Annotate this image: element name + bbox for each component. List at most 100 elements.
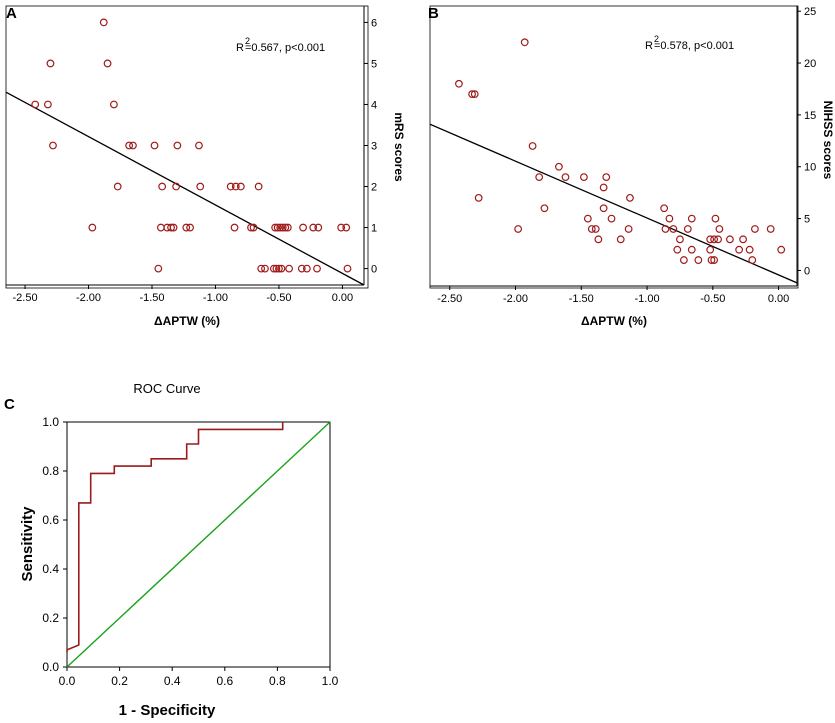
panel-b-y-tick-label: 0 [804, 265, 810, 277]
panel-b-data-point [735, 245, 744, 254]
panel-b-y-axis-title: NIHSS scores [821, 101, 835, 180]
panel-a-data-point [261, 264, 269, 273]
panel-b-data-point [751, 225, 759, 233]
panel-a-regression-line [5, 91, 365, 286]
roc-y-axis-title: Sensitivity [19, 506, 36, 582]
panel-a-data-point [247, 223, 255, 232]
panel-a-data-point [285, 264, 293, 273]
panel-a-y-axis-title: mRS scores [392, 112, 406, 182]
panel-b-x-tick-label: -2.50 [437, 293, 462, 305]
panel-b-data-point [583, 214, 592, 223]
panel-a-data-point [257, 264, 266, 273]
panel-b-x-tick-label: -0.50 [700, 293, 725, 305]
panel-a-data-point [43, 100, 52, 109]
panel-b-data-point [710, 235, 719, 244]
panel-a: A -2.50 -2.00 -1.50 -1.00 -0.50 0.00 0 1 2 3 4 5 6 R… [5, 5, 406, 328]
roc-y-tick-label: 0.8 [42, 464, 59, 478]
panel-b-data-point [676, 235, 684, 244]
panel-a-data-point [302, 264, 311, 273]
panel-a-data-point [337, 223, 346, 232]
panel-b-data-point [665, 214, 674, 223]
panel-b-data-point [739, 235, 747, 244]
panel-a-y-tick-label: 2 [371, 182, 377, 194]
panel-a-frame [5, 5, 369, 289]
panel-b-letter: B [428, 5, 439, 22]
panel-a-data-point [313, 264, 321, 273]
panel-b-data-point [455, 79, 463, 88]
panel-b-data-point [726, 235, 734, 244]
panel-b-data-point [745, 245, 754, 254]
panel-a-x-tick-label: -2.50 [13, 292, 38, 304]
panel-b-regression-line [429, 123, 798, 284]
panel-c-letter: C [4, 396, 15, 413]
panel-a-data-point [226, 182, 235, 191]
panel-b-data-point [679, 256, 688, 264]
roc-y-tick-label: 0.6 [42, 513, 59, 527]
panel-b-x-tick-label: 0.00 [768, 293, 789, 305]
roc-curve [66, 422, 284, 653]
panel-b: B -2.50 -2.00 -1.50 -1.00 -0.50 0.00 0 5 10 15 20 2… [428, 5, 835, 328]
roc-x-tick-label: 1.0 [322, 674, 339, 688]
panel-b-data-point [607, 214, 616, 223]
panel-a-data-point [158, 182, 167, 191]
roc-x-tick-label: 0.0 [59, 674, 76, 688]
panel-a-y-tick-label: 4 [371, 99, 377, 111]
panel-a-data-point [173, 141, 182, 150]
panel-b-data-point [660, 204, 669, 213]
roc-y-tick-label: 1.0 [42, 415, 59, 429]
panel-a-data-point [254, 182, 263, 191]
panel-a-x-tick-label: -0.50 [266, 292, 291, 304]
panel-a-data-point [169, 223, 178, 232]
panel-b-data-point [599, 183, 608, 192]
panel-b-y-tick-label: 10 [804, 162, 816, 174]
panel-a-data-point [110, 100, 118, 109]
panel-b-data-point [594, 235, 603, 244]
panel-a-data-point [150, 141, 159, 150]
panel-b-data-point [602, 173, 611, 182]
panel-a-data-point [271, 223, 280, 232]
roc-reference-line [66, 421, 331, 668]
panel-b-data-point [474, 193, 483, 202]
panel-b-data-point [528, 142, 537, 150]
panel-a-data-point [88, 223, 97, 232]
roc-x-tick-label: 0.2 [111, 674, 128, 688]
panel-b-y-tick-label: 25 [804, 6, 816, 18]
panel-b-data-point [714, 235, 722, 244]
panel-b-data-point [710, 256, 719, 264]
roc-x-tick-label: 0.8 [269, 674, 286, 688]
panel-a-y-tick-label: 0 [371, 264, 377, 276]
roc-y-tick-label: 0.0 [42, 660, 59, 674]
panel-a-y-tick-label: 5 [371, 58, 377, 70]
panel-b-data-point [687, 214, 696, 223]
panel-a-data-point [156, 223, 165, 232]
panel-a-data-point [342, 223, 351, 232]
panel-a-data-point [309, 223, 318, 232]
panel-a-x-tick-label: 0.00 [332, 292, 353, 304]
roc-x-axis-title: 1 - Specificity [119, 702, 216, 719]
panel-a-x-tick-label: -1.00 [203, 292, 228, 304]
panel-b-x-tick-label: -1.00 [635, 293, 660, 305]
panel-b-data-point [587, 225, 596, 233]
roc-x-tick-label: 0.4 [164, 674, 181, 688]
panel-a-data-point [182, 223, 191, 232]
panel-b-data-point [616, 235, 625, 244]
panel-c: C ROC Curve 0.0 0.2 0.4 0.6 0.8 1.00.00.20.40… [4, 381, 339, 719]
panel-b-data-point [748, 256, 757, 264]
panel-a-plot: -2.50 -2.00 -1.50 -1.00 -0.50 0.00 0 1 2 3 4 5 6 [5, 6, 377, 304]
panel-b-data-point [591, 225, 600, 233]
panel-b-y-tick-label: 15 [804, 110, 816, 122]
panel-b-data-point [706, 235, 715, 244]
panel-b-y-tick-label: 5 [804, 214, 810, 226]
panel-a-data-point [297, 264, 306, 273]
panel-a-data-point [103, 59, 112, 68]
panel-b-data-point [468, 90, 476, 99]
panel-c-plot: 0.0 0.2 0.4 0.6 0.8 1.0 0.0 0.2 0.4 0.6 0.8 1.0 [42, 415, 338, 688]
panel-a-data-point [186, 223, 194, 232]
panel-b-data-point [673, 245, 682, 254]
panel-b-data-point [535, 173, 544, 182]
panel-a-y-tick-label: 3 [371, 141, 377, 153]
panel-b-x-tick-label: -1.50 [569, 293, 594, 305]
roc-plot-frame [66, 421, 331, 668]
panel-b-data-point [707, 256, 716, 264]
panel-b-data-point [624, 225, 633, 233]
